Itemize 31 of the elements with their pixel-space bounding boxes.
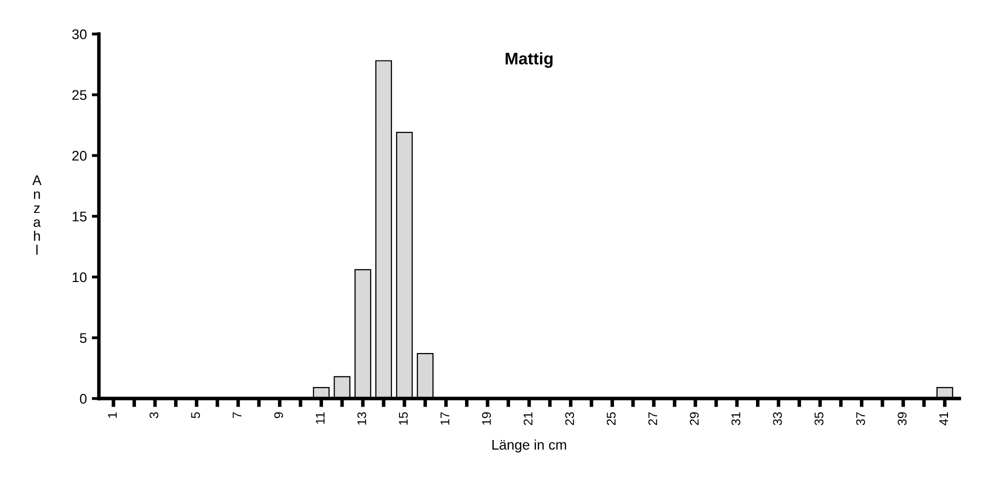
y-tick-label: 10 [72, 272, 87, 282]
x-tick-label: 33 [773, 412, 782, 426]
x-tick-label: 5 [191, 412, 200, 418]
x-tick-label: 29 [690, 412, 699, 425]
x-tick-label: 3 [150, 412, 158, 418]
x-tick-label: 1 [108, 412, 117, 418]
x-tick-label: 35 [814, 412, 824, 426]
text: Mattig [506, 52, 553, 68]
x-tick-label: 31 [731, 412, 740, 426]
x-axis-title: Länge in cm [492, 440, 566, 452]
x-tick-label: 21 [524, 412, 532, 425]
x-tick-label: 37 [856, 412, 866, 426]
x-tick-label: 23 [565, 412, 574, 425]
x-tick-label: 9 [274, 412, 284, 418]
x-tick-label: 19 [482, 412, 491, 425]
x-tick-label: 15 [399, 412, 408, 425]
y-tick-label: 25 [72, 90, 87, 100]
x-tick-label: 7 [232, 412, 242, 418]
y-tick-label: 0 [80, 394, 87, 404]
x-tick-label: 11 [316, 412, 325, 424]
x-tick-label: 27 [648, 412, 658, 425]
y-tick-label: 30 [72, 29, 87, 40]
x-tick-label: 41 [939, 412, 948, 426]
y-tick-label: 20 [72, 150, 87, 161]
x-tick-label: 25 [606, 412, 616, 425]
y-tick-label: 5 [80, 333, 87, 343]
x-tick-label: 39 [898, 412, 907, 426]
x-tick-label: 17 [440, 412, 450, 425]
x-tick-label: 13 [357, 412, 366, 425]
y-axis-title: Anzahl [32, 175, 42, 255]
y-tick-label: 15 [72, 212, 87, 222]
